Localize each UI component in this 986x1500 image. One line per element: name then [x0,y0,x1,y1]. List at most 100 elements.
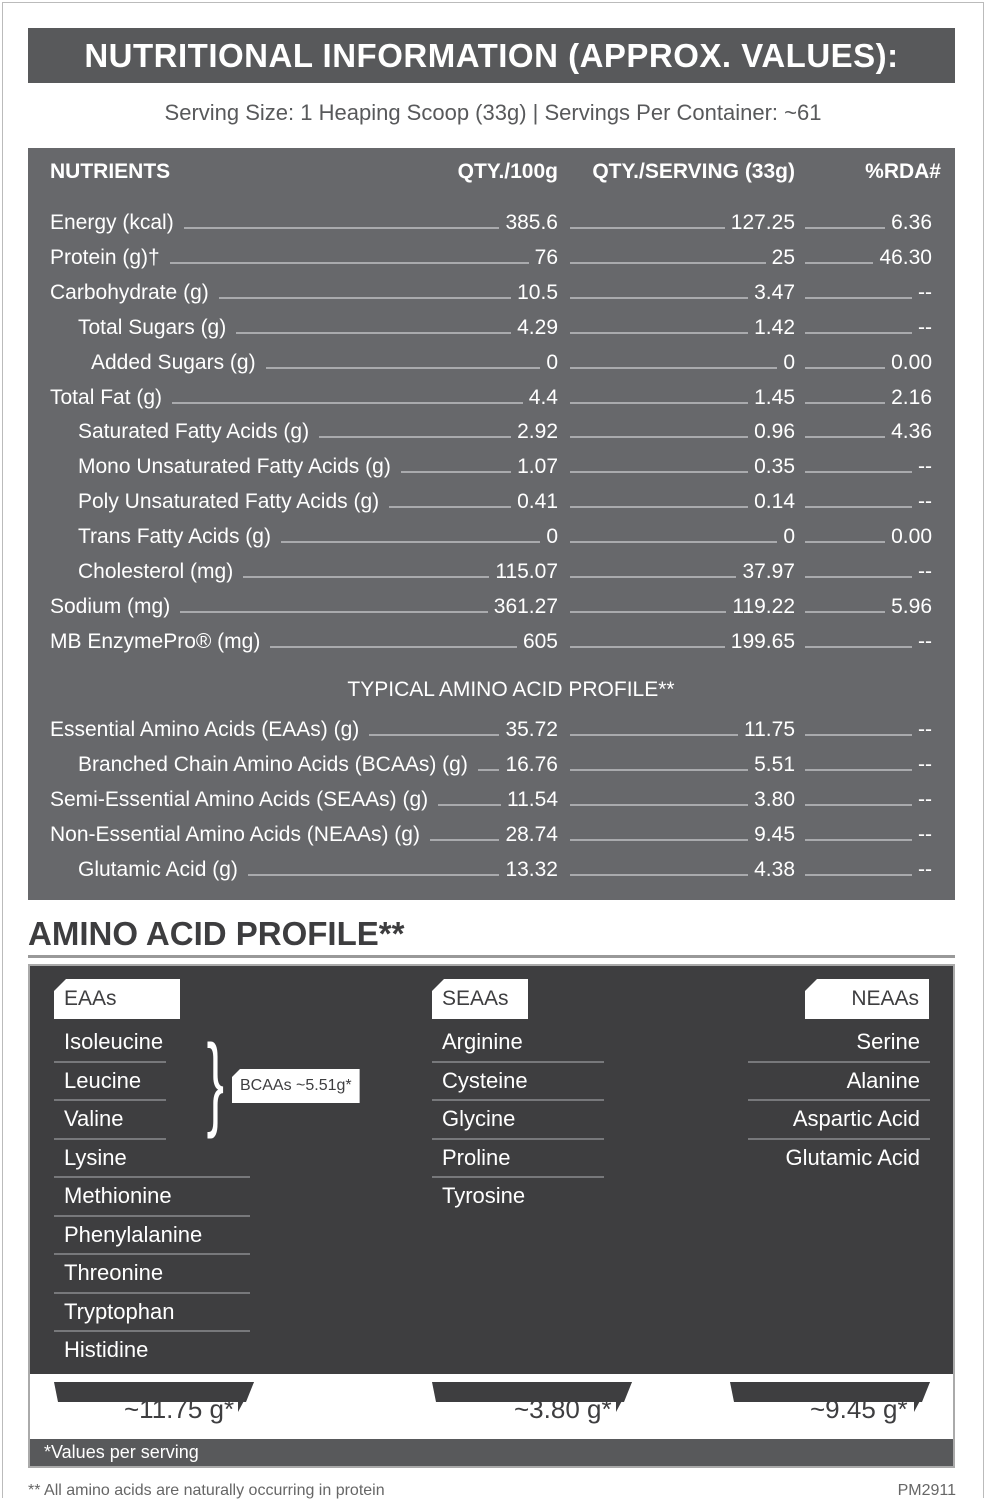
leader-line [389,506,512,509]
qty-100g: 16.76 [505,752,558,776]
tag-neaas: NEAAs [805,979,929,1019]
leader-line [805,261,874,264]
leader-line [570,227,725,229]
nutrient-label: Added Sugars (g) [91,350,256,374]
leader-line [265,366,541,369]
banner-flag [616,1382,632,1412]
leader-line [247,873,500,876]
nutrient-row: Sodium (mg) 361.27 119.22 5.96 [28,590,955,624]
leader-line [805,436,886,439]
nutrient-label: Mono Unsaturated Fatty Acids (g) [78,455,391,479]
nutrient-row: Protein (g)† 76 25 46.30 [28,241,955,275]
leader-line [805,734,912,736]
nutrient-label: Trans Fatty Acids (g) [78,525,271,549]
qty-serving: 4.38 [754,857,795,881]
qty-serving: 5.51 [754,752,795,776]
nutrient-label: Total Sugars (g) [78,315,227,339]
leader-line [805,645,912,648]
nutrient-row: Carbohydrate (g) 10.5 3.47 -- [28,276,955,310]
amount-seaas: ~3.80 g* [514,1394,612,1424]
qty-100g: 361.27 [493,594,558,618]
nutrient-label: Total Fat (g) [50,385,163,409]
nutrient-row: Semi-Essential Amino Acids (SEAAs) (g) 11… [28,783,955,817]
leader-line [218,296,512,299]
nutrient-row: Trans Fatty Acids (g) 0 0 0.00 [28,520,955,554]
leader-line [236,331,512,334]
nutrient-label: Semi-Essential Amino Acids (SEAAs) (g) [50,787,429,811]
qty-serving: 25 [771,245,795,269]
leader-line [570,873,749,876]
rda-value: 4.36 [891,420,932,444]
qty-serving: 199.65 [730,629,795,653]
nutrient-row: Poly Unsaturated Fatty Acids (g) 0.41 0.14… [28,485,955,519]
nutrient-label: Protein (g)† [50,245,160,269]
leader-line [805,768,912,771]
qty-serving: 3.47 [754,280,795,304]
leader-line [805,296,912,299]
qty-serving: 11.75 [744,718,795,741]
seaas-list: Arginine Cysteine Glycine Proline Tyrosine [432,1024,604,1217]
nutrition-table: NUTRIENTS QTY./100g QTY./SERVING (33g) %… [28,148,955,900]
qty-100g: 1.07 [517,455,558,479]
amino-acid-item: Cysteine [432,1063,604,1101]
leader-line [570,734,738,736]
nutrient-label: Branched Chain Amino Acids (BCAAs) (g) [78,752,468,776]
product-code: PM2911 [897,1482,956,1499]
nutrient-label: Non-Essential Amino Acids (NEAAs) (g) [50,822,420,846]
qty-serving: 3.80 [754,787,795,811]
nutrient-label: Sodium (mg) [50,594,171,618]
banner-eaas [54,1382,254,1402]
nutrient-row: Branched Chain Amino Acids (BCAAs) (g) 16… [28,748,955,782]
leader-line [280,541,541,544]
leader-line [570,576,737,578]
qty-100g: 13.32 [505,857,558,881]
rda-value: 0.00 [891,525,932,549]
leader-line [805,366,886,369]
nutrient-row: MB EnzymePro® (mg) 605 199.65 -- [28,625,955,659]
amino-acid-item: Phenylalanine [54,1217,250,1255]
leader-line [477,768,500,771]
leader-line [570,436,749,439]
leader-line [805,506,912,509]
leader-line [805,610,886,613]
leader-line [570,366,778,369]
rda-value: -- [918,280,932,304]
serving-info: Serving Size: 1 Heaping Scoop (33g) | Se… [164,100,822,125]
leader-line [570,645,725,648]
qty-100g: 0 [546,350,558,374]
banner-seaas [432,1382,632,1402]
leader-line [805,471,912,474]
leader-line [570,768,749,771]
leader-line [319,436,512,439]
rda-value: -- [918,787,932,811]
qty-serving: 1.45 [754,385,795,409]
qty-serving: 0.14 [754,490,795,514]
nutrient-row: Non-Essential Amino Acids (NEAAs) (g) 28.… [28,818,955,852]
banner-neaas [730,1382,930,1402]
banner-flag [914,1382,930,1412]
header-rda: %RDA# [865,160,941,183]
qty-serving: 0.96 [754,420,795,444]
rda-value: 5.96 [891,594,932,618]
amino-acid-item: Isoleucine [54,1024,166,1063]
qty-100g: 76 [534,245,558,269]
amino-acid-item: Glutamic Acid [785,1144,921,1170]
amount-neaas: ~9.45 g* [810,1394,908,1424]
qty-100g: 2.92 [517,420,558,444]
nutrient-label: Carbohydrate (g) [50,280,209,304]
qty-100g: 605 [522,629,558,653]
rda-value: 6.36 [891,211,932,234]
leader-line [369,734,500,736]
leader-line [805,873,912,876]
nutrient-row: Energy (kcal) 385.6 127.25 6.36 [28,206,955,240]
qty-100g: 385.6 [505,211,558,234]
header-qty-100g: QTY./100g [457,160,558,183]
tag-eaas: EAAs [54,979,180,1019]
amino-profile-title: AMINO ACID PROFILE** [28,915,405,952]
leader-line [805,541,886,544]
qty-serving: 9.45 [754,822,795,846]
tag-seaas: SEAAs [432,979,528,1019]
nutrient-label: Saturated Fatty Acids (g) [78,420,310,444]
nutrient-row: Glutamic Acid (g) 13.32 4.38 -- [28,853,955,887]
